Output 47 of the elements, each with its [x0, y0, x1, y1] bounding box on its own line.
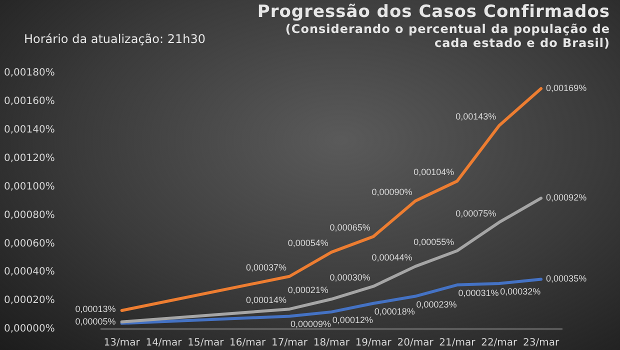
data-label: 0,00090%	[372, 186, 412, 197]
y-tick-label: 0,00060%	[4, 238, 55, 250]
data-label: 0,00009%	[290, 319, 332, 330]
y-tick-label: 0,00000%	[4, 324, 55, 335]
x-tick-label: 15/mar	[188, 338, 225, 349]
data-label: 0,00012%	[332, 314, 373, 325]
y-tick-label: 0,00140%	[4, 124, 55, 136]
x-tick-label: 13/mar	[104, 338, 141, 349]
x-tick-label: 22/mar	[481, 338, 518, 349]
data-label: 0,00037%	[246, 262, 287, 272]
y-tick-label: 0,00080%	[4, 210, 55, 221]
data-label: 0,00075%	[456, 208, 496, 218]
data-label: 0,00054%	[288, 238, 328, 248]
data-label: 0,00023%	[416, 299, 457, 310]
x-tick-label: 16/mar	[230, 338, 267, 349]
x-tick-label: 19/mar	[355, 338, 392, 349]
data-label: 0,00013%	[75, 304, 116, 314]
x-tick-label: 18/mar	[313, 338, 350, 349]
data-label: 0,00031%	[458, 288, 499, 298]
chart-subtitle: (Considerando o percentual da população de cada estado e do Brasil)	[284, 22, 610, 50]
y-tick-label: 0,00020%	[4, 295, 55, 306]
chart-title: Progressão dos Casos Confirmados	[256, 2, 610, 22]
y-tick-label: 0,00180%	[4, 68, 55, 79]
data-label: 0,00169%	[546, 83, 587, 94]
data-label: 0,00092%	[546, 192, 587, 203]
y-tick-label: 0,00100%	[4, 181, 55, 192]
x-tick-label: 21/mar	[439, 338, 476, 349]
data-label: 0,00021%	[288, 285, 328, 296]
data-label: 0,00065%	[330, 222, 370, 233]
x-tick-label: 17/mar	[271, 338, 308, 349]
data-label: 0,00030%	[330, 272, 370, 282]
x-tick-label: 20/mar	[397, 338, 434, 349]
data-label: 0,00143%	[456, 112, 496, 122]
y-tick-label: 0,00120%	[4, 152, 55, 164]
data-label: 0,00005%	[75, 316, 116, 326]
data-label: 0,00055%	[414, 236, 454, 247]
data-label: 0,00014%	[246, 295, 287, 306]
x-tick-label: 14/mar	[146, 338, 183, 349]
y-tick-label: 0,00040%	[4, 266, 55, 278]
y-tick-label: 0,00160%	[4, 96, 55, 108]
data-label: 0,00018%	[374, 306, 415, 316]
data-label: 0,00035%	[546, 274, 587, 284]
data-label: 0,00044%	[372, 252, 412, 262]
data-label: 0,00104%	[414, 167, 454, 178]
x-tick-label: 23/mar	[523, 338, 560, 349]
text: Horário da atualização: 21h30	[24, 32, 206, 46]
data-label: 0,00032%	[500, 286, 541, 296]
